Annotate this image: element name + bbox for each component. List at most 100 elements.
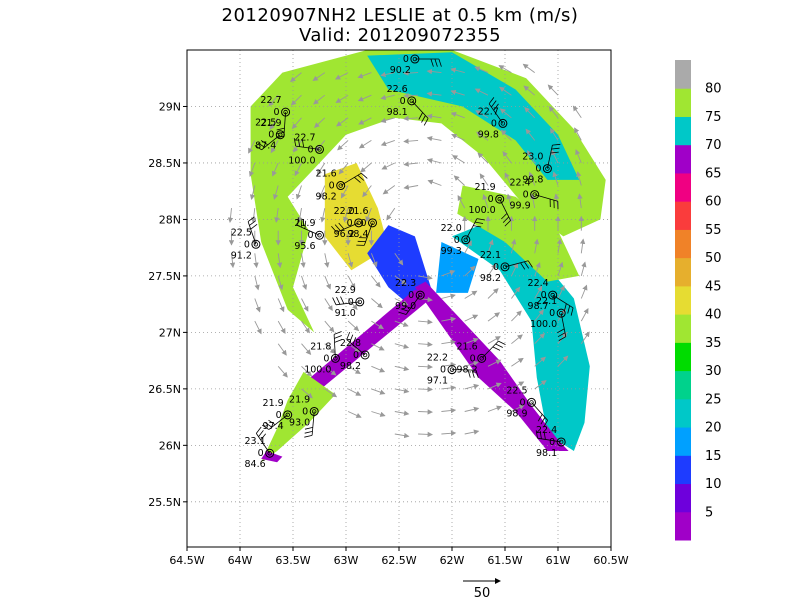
wind-vector bbox=[291, 117, 302, 130]
wind-vector bbox=[277, 275, 284, 291]
wind-vector bbox=[426, 68, 442, 75]
wind-vector bbox=[313, 94, 326, 105]
wind-barb-flag bbox=[338, 222, 345, 230]
wind-vector bbox=[358, 140, 372, 149]
wind-vector bbox=[487, 382, 502, 390]
wind-vector bbox=[394, 320, 409, 327]
wind-vector bbox=[403, 161, 419, 167]
wind-vector bbox=[524, 107, 536, 119]
station-rh: 99.8 bbox=[522, 175, 543, 186]
wind-vector bbox=[336, 117, 349, 127]
station-marker bbox=[354, 218, 364, 228]
station-temp: 22.1 bbox=[480, 250, 501, 261]
wind-barb-flag bbox=[346, 331, 351, 340]
wind-barb-flag bbox=[493, 103, 499, 111]
wind-barb-flag bbox=[520, 262, 526, 270]
station-zero: 0 bbox=[523, 190, 529, 201]
station-marker-inner bbox=[532, 192, 537, 197]
station-marker-inner bbox=[502, 264, 508, 270]
wind-vector bbox=[487, 288, 499, 299]
station-marker-inner bbox=[409, 98, 414, 104]
colorbar-swatch bbox=[675, 314, 691, 343]
wind-barb bbox=[295, 145, 320, 150]
wind-barb-flag bbox=[471, 369, 475, 378]
station-marker bbox=[283, 410, 293, 420]
wind-barb-flag bbox=[304, 220, 307, 229]
station-rh: 96.2 bbox=[334, 229, 355, 240]
wind-vector bbox=[510, 262, 519, 277]
colorbar-label: 75 bbox=[705, 110, 722, 125]
wind-vector bbox=[534, 380, 547, 390]
station-rh: 98.1 bbox=[387, 107, 408, 118]
wind-vector bbox=[347, 320, 360, 332]
station-zero: 0 bbox=[353, 350, 359, 361]
wind-vector bbox=[418, 409, 433, 415]
wind-vector bbox=[502, 150, 512, 164]
station-rh: 100.0 bbox=[304, 364, 331, 375]
x-tick-label: 61W bbox=[546, 554, 571, 567]
wind-barb-flag bbox=[540, 417, 546, 425]
wind-barb-flag bbox=[550, 151, 559, 154]
wind-barb bbox=[465, 218, 478, 240]
wind-vector bbox=[534, 309, 544, 322]
wind-vector bbox=[418, 274, 433, 281]
station-rh: 99.3 bbox=[441, 246, 462, 257]
wind-vector bbox=[324, 298, 333, 312]
station-marker bbox=[530, 190, 540, 200]
station-temp: 21.9 bbox=[289, 394, 310, 405]
y-tick-label: 28N bbox=[159, 213, 181, 226]
station-marker bbox=[265, 448, 275, 458]
shade-ring-teal bbox=[367, 52, 580, 180]
station-temp: 22.3 bbox=[395, 278, 416, 289]
wind-barb-flag bbox=[297, 217, 299, 226]
wind-vector bbox=[426, 158, 442, 164]
wind-vector bbox=[314, 117, 326, 129]
wind-vector bbox=[294, 162, 302, 177]
x-tick-label: 62W bbox=[440, 554, 465, 567]
wind-barb-flag bbox=[352, 337, 357, 345]
colorbar-swatch bbox=[675, 455, 691, 485]
wind-barb-flag bbox=[357, 174, 365, 181]
wind-barb-flag bbox=[527, 260, 533, 268]
wind-barb-flag bbox=[523, 261, 530, 269]
wind-vector bbox=[427, 179, 442, 186]
x-tick-label: 60.5W bbox=[593, 554, 628, 567]
station-zero: 0 bbox=[470, 353, 476, 364]
station-zero: 0 bbox=[348, 297, 354, 308]
station-marker-inner bbox=[418, 292, 423, 298]
wind-barb-flag bbox=[304, 431, 313, 434]
wind-barb-flag bbox=[438, 58, 442, 67]
wind-vector bbox=[482, 194, 489, 209]
station-marker-inner bbox=[550, 292, 555, 298]
wind-vector bbox=[380, 139, 395, 147]
station-zero: 0 bbox=[491, 118, 497, 129]
station-rh: 99.9 bbox=[510, 201, 531, 212]
station-marker-inner bbox=[463, 237, 468, 242]
station-rh: 100.0 bbox=[530, 319, 557, 330]
station-zero: 0 bbox=[323, 353, 329, 364]
wind-barb-flag bbox=[333, 331, 342, 335]
wind-vector bbox=[579, 238, 586, 254]
wind-vector bbox=[487, 405, 503, 412]
station-temp: 22.7 bbox=[478, 106, 499, 117]
station-zero: 0 bbox=[549, 437, 555, 448]
wind-barb-flag bbox=[400, 308, 409, 312]
x-tick-label: 64W bbox=[228, 554, 253, 567]
station-marker-inner bbox=[362, 352, 368, 358]
wind-barb-flag bbox=[403, 305, 411, 309]
map-title: 20120907NH2 LESLIE at 0.5 km (m/s) bbox=[221, 5, 579, 26]
wind-vector bbox=[324, 388, 338, 398]
colorbar-swatch bbox=[675, 60, 691, 89]
station-marker bbox=[251, 239, 261, 249]
station-marker-inner bbox=[285, 412, 290, 418]
colorbar-swatch bbox=[675, 88, 691, 117]
colorbar-label: 40 bbox=[705, 308, 722, 323]
y-tick-label: 26.5N bbox=[148, 383, 181, 396]
colorbar-label: 30 bbox=[705, 364, 722, 379]
station-rh: 99.8 bbox=[478, 129, 499, 140]
wind-vector bbox=[557, 261, 564, 277]
